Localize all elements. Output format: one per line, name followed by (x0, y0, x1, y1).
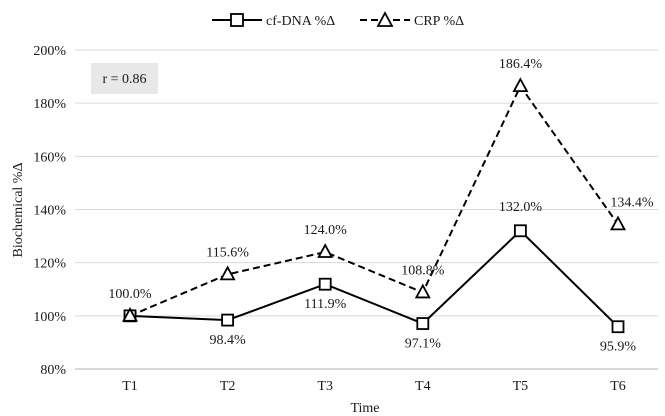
data-label: 111.9% (304, 297, 346, 312)
annotation-box (91, 63, 158, 94)
data-labels: 100.0% 98.4% 111.9% 97.1% 132.0% 95.9% 115.6% 1… (108, 57, 654, 355)
data-label: 124.0% (304, 223, 348, 238)
data-point-triangle (219, 265, 236, 281)
data-label: 115.6% (206, 245, 249, 260)
data-label: 186.4% (499, 57, 543, 72)
data-point-square (514, 224, 527, 238)
y-tick-label: 200% (33, 44, 66, 59)
y-tick-label: 80% (40, 363, 66, 378)
y-tick-label: 100% (33, 310, 66, 325)
series-line-crp (129, 84, 619, 317)
y-axis-ticks: 80% 100% 120% 140% 160% 180% 200% (33, 44, 66, 378)
data-point-triangle (512, 77, 529, 93)
legend-label-cfdna: cf-DNA %Δ (266, 14, 335, 29)
legend-triangle-marker-icon (376, 11, 394, 27)
y-tick-label: 180% (33, 97, 66, 112)
data-point-square (318, 277, 332, 291)
data-label: 100.0% (108, 287, 152, 302)
x-tick-label: T4 (415, 379, 431, 394)
legend-item-crp: CRP %Δ (360, 11, 464, 29)
legend-square-marker-icon (230, 13, 244, 27)
data-label: 108.8% (401, 263, 445, 278)
series-line-cfdna (129, 229, 619, 328)
x-axis-title: Time (350, 401, 379, 416)
data-label: 97.1% (405, 337, 442, 352)
y-tick-label: 120% (33, 257, 66, 272)
data-point-square (416, 317, 430, 330)
data-label: 134.4% (610, 195, 654, 210)
annotation-text: r = 0.86 (102, 72, 146, 87)
legend-item-cfdna: cf-DNA %Δ (212, 13, 335, 29)
data-point-triangle (609, 215, 627, 231)
x-tick-label: T5 (513, 379, 529, 394)
y-tick-label: 140% (33, 204, 66, 219)
data-point-square (221, 313, 235, 327)
series-layer (121, 77, 627, 334)
data-label: 132.0% (499, 200, 543, 215)
data-label: 95.9% (600, 340, 637, 355)
data-point-square (611, 320, 625, 334)
x-tick-label: T2 (220, 379, 236, 394)
x-tick-label: T3 (317, 379, 333, 394)
correlation-annotation: r = 0.86 (91, 63, 158, 94)
x-axis-ticks: T1 T2 T3 T4 T5 T6 (122, 379, 626, 394)
x-tick-label: T6 (610, 379, 626, 394)
y-axis-title: Biochemical %Δ (11, 163, 26, 258)
data-point-triangle (414, 283, 431, 299)
gridlines (75, 49, 658, 370)
legend: cf-DNA %Δ CRP %Δ (212, 11, 464, 29)
x-tick-label: T1 (122, 379, 138, 394)
data-label: 98.4% (210, 333, 247, 348)
legend-label-crp: CRP %Δ (414, 14, 464, 29)
data-point-triangle (317, 243, 334, 258)
data-point-triangle (121, 306, 139, 322)
y-tick-label: 160% (33, 150, 66, 165)
